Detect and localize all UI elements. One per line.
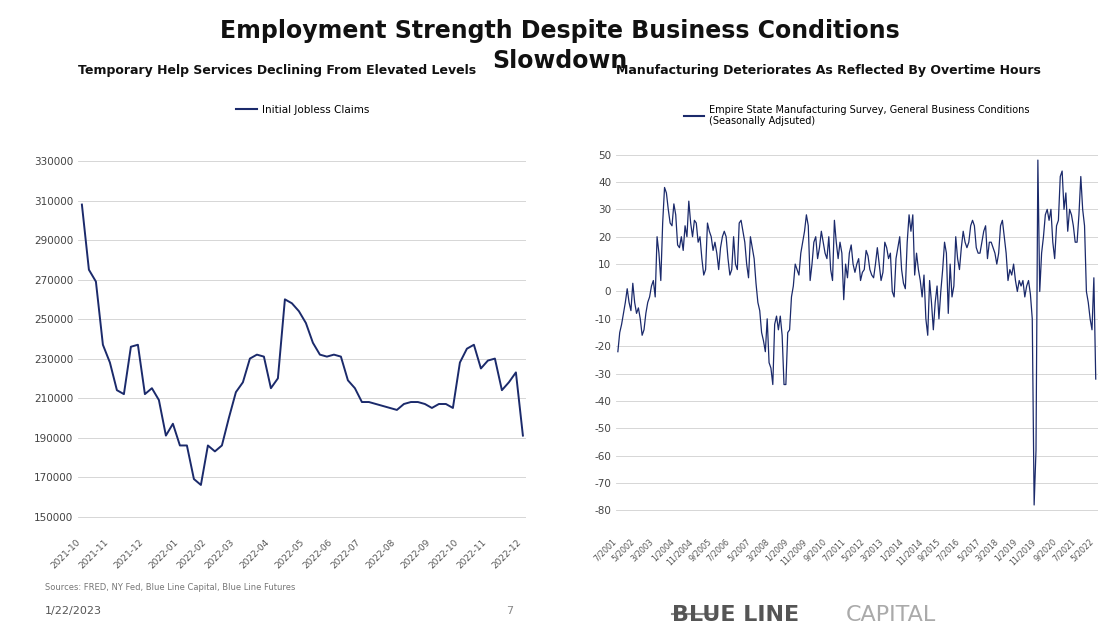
Legend: Empire State Manufacturing Survey, General Business Conditions
(Seasonally Adjsu: Empire State Manufacturing Survey, Gener… [681,101,1033,130]
Text: 7: 7 [506,606,513,616]
Text: Sources: FRED, NY Fed, Blue Line Capital, Blue Line Futures: Sources: FRED, NY Fed, Blue Line Capital… [45,583,296,592]
Text: Manufacturing Deteriorates As Reflected By Overtime Hours: Manufacturing Deteriorates As Reflected … [616,64,1040,77]
Text: CAPITAL: CAPITAL [846,605,936,625]
Text: 1/22/2023: 1/22/2023 [45,606,102,616]
Text: Employment Strength Despite Business Conditions
Slowdown: Employment Strength Despite Business Con… [221,19,899,72]
Text: Temporary Help Services Declining From Elevated Levels: Temporary Help Services Declining From E… [78,64,476,77]
Legend: Initial Jobless Claims: Initial Jobless Claims [232,101,373,119]
Text: BLUE LINE: BLUE LINE [672,605,806,625]
